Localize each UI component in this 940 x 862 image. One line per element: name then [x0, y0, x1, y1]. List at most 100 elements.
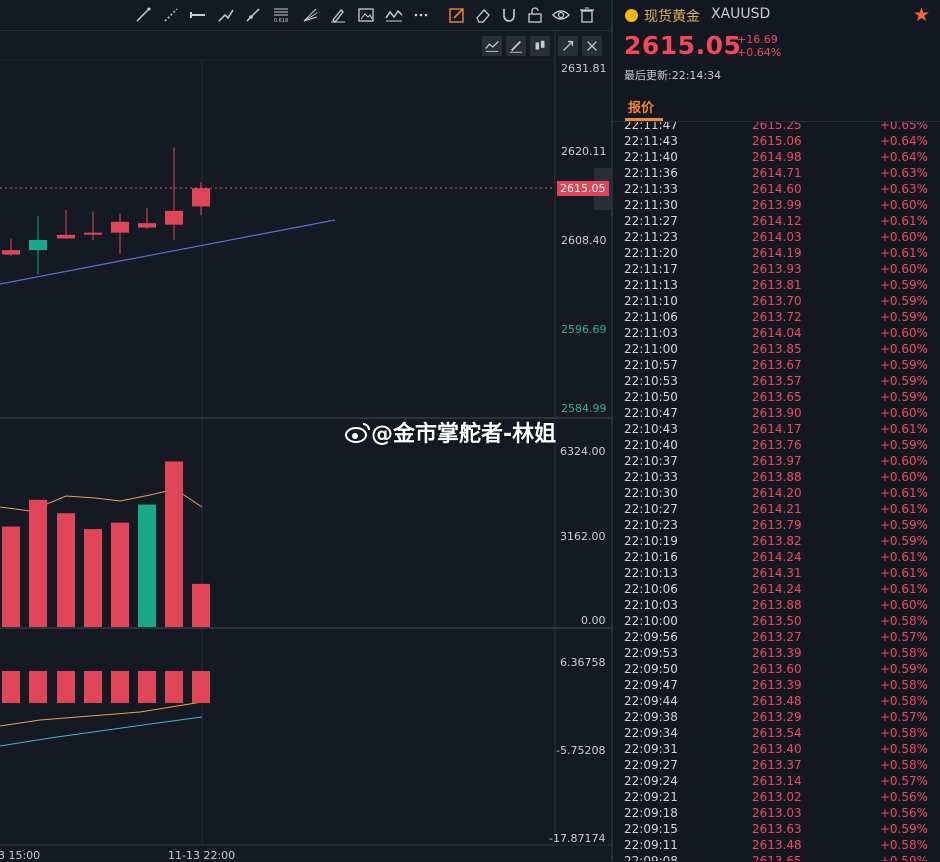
quote-row: 22:11:03 2614.04 +0.60% [613, 325, 940, 341]
quote-time: 22:11:43 [624, 134, 678, 148]
eraser-icon[interactable] [473, 6, 493, 24]
more-icon[interactable] [411, 6, 431, 24]
quote-row: 22:11:36 2614.71 +0.63% [613, 165, 940, 181]
quote-row: 22:11:40 2614.98 +0.64% [613, 149, 940, 165]
last-price: 2615.05 [624, 31, 742, 60]
fib-retracement-icon[interactable]: 0.618 [271, 6, 291, 24]
quote-row: 22:10:43 2614.17 +0.61% [613, 421, 940, 437]
quote-change: +0.64% [879, 134, 928, 148]
watermark-text: @金市掌舵者-林姐 [371, 422, 557, 447]
volume-axis-label: 3162.00 [560, 530, 606, 543]
quote-time: 22:10:13 [624, 566, 678, 580]
price-axis-label: 2596.69 [561, 323, 607, 336]
indicator-bar [165, 671, 183, 703]
quote-price: 2613.67 [752, 358, 802, 372]
symbol-code: XAUUSD [711, 6, 771, 22]
expand-icon[interactable] [558, 36, 578, 56]
quote-row: 22:11:20 2614.19 +0.61% [613, 245, 940, 261]
quote-price: 2615.25 [752, 122, 802, 132]
polyline-icon[interactable] [216, 6, 236, 24]
favorite-star-icon[interactable]: ★ [912, 4, 930, 26]
indicator-axis-label: -5.75208 [556, 744, 606, 757]
quote-time: 22:10:03 [624, 598, 678, 612]
quote-change: +0.59% [879, 294, 928, 308]
brush-icon[interactable] [328, 6, 348, 24]
pane-divider[interactable] [611, 0, 613, 861]
quote-time: 22:10:57 [624, 358, 678, 372]
chart-pane[interactable]: 0.618 [0, 0, 611, 862]
quote-change: +0.60% [879, 454, 928, 468]
chart-canvas[interactable] [0, 0, 611, 861]
quote-row: 22:10:37 2613.97 +0.60% [613, 453, 940, 469]
symbol-name: 现货黄金 [644, 9, 700, 25]
quote-change: +0.63% [879, 166, 928, 180]
quote-price: 2613.39 [752, 678, 802, 692]
quote-price: 2614.24 [752, 582, 802, 596]
quote-price: 2613.48 [752, 694, 802, 708]
quote-time: 22:10:00 [624, 614, 678, 628]
quote-price: 2613.65 [752, 390, 802, 404]
quote-row: 22:11:33 2614.60 +0.63% [613, 181, 940, 197]
indicator-bar [2, 671, 20, 703]
tab-quotes[interactable]: 报价 [628, 101, 655, 116]
horizontal-line-icon[interactable] [188, 6, 208, 24]
fan-icon[interactable] [300, 6, 320, 24]
quote-list[interactable]: 22:11:47 2615.25 +0.65% 22:11:43 2615.06 +0.6… [613, 122, 940, 861]
volume-axis-label: 0.00 [581, 614, 606, 627]
indicator-signal-line [0, 701, 203, 727]
quote-change: +0.59% [879, 278, 928, 292]
tab-divider [613, 121, 940, 122]
quote-row: 22:09:27 2613.37 +0.58% [613, 757, 940, 773]
image-icon[interactable] [356, 6, 376, 24]
quote-change: +0.61% [879, 486, 928, 500]
eye-icon[interactable] [551, 6, 571, 24]
trend-line-icon[interactable] [133, 6, 153, 24]
candle-body [57, 234, 75, 239]
time-axis-label: 11-13 22:00 [168, 849, 236, 862]
quote-change: +0.59% [879, 390, 928, 404]
quote-change: +0.59% [879, 310, 928, 324]
candle-body [29, 239, 47, 251]
quote-time: 22:11:47 [624, 122, 678, 132]
quote-price: 2613.70 [752, 294, 802, 308]
draw-icon[interactable] [506, 36, 526, 56]
quote-price: 2613.60 [752, 662, 802, 676]
quote-change: +0.57% [879, 774, 928, 788]
quote-time: 22:11:23 [624, 230, 678, 244]
quote-change: +0.61% [879, 502, 928, 516]
quote-row: 22:09:38 2613.29 +0.57% [613, 709, 940, 725]
magnet-icon[interactable] [499, 6, 519, 24]
quote-change: +0.60% [879, 598, 928, 612]
quote-change: +0.58% [879, 758, 928, 772]
quote-change: +0.59% [879, 534, 928, 548]
quote-change: +0.61% [879, 246, 928, 260]
gold-coin-icon [625, 9, 638, 22]
trend-line[interactable] [0, 219, 336, 285]
edit-icon[interactable] [447, 6, 467, 24]
quote-price: 2613.27 [752, 630, 802, 644]
quote-change: +0.58% [879, 614, 928, 628]
quote-row: 22:10:06 2614.24 +0.61% [613, 581, 940, 597]
quote-time: 22:09:08 [624, 854, 678, 861]
tab-active-indicator [625, 118, 663, 121]
indicator-axis-label: 6.36758 [560, 656, 606, 669]
quote-price: 2614.24 [752, 550, 802, 564]
candle-type-icon[interactable] [530, 36, 550, 56]
lock-icon[interactable] [525, 6, 545, 24]
trash-icon[interactable] [577, 6, 597, 24]
indicator-icon[interactable] [482, 36, 502, 56]
ray-icon[interactable] [161, 6, 181, 24]
quote-price: 2613.90 [752, 406, 802, 420]
wave-icon[interactable] [384, 6, 404, 24]
quote-time: 22:11:27 [624, 214, 678, 228]
path-icon[interactable] [243, 6, 263, 24]
quote-time: 22:10:23 [624, 518, 678, 532]
quote-change: +0.59% [879, 438, 928, 452]
quote-row: 22:10:16 2614.24 +0.61% [613, 549, 940, 565]
quote-time: 22:11:03 [624, 326, 678, 340]
quote-row: 22:11:27 2614.12 +0.61% [613, 213, 940, 229]
volume-axis-label: 6324.00 [560, 445, 606, 458]
quote-change: +0.60% [879, 262, 928, 276]
quote-time: 22:11:10 [624, 294, 678, 308]
close-icon[interactable] [582, 36, 602, 56]
